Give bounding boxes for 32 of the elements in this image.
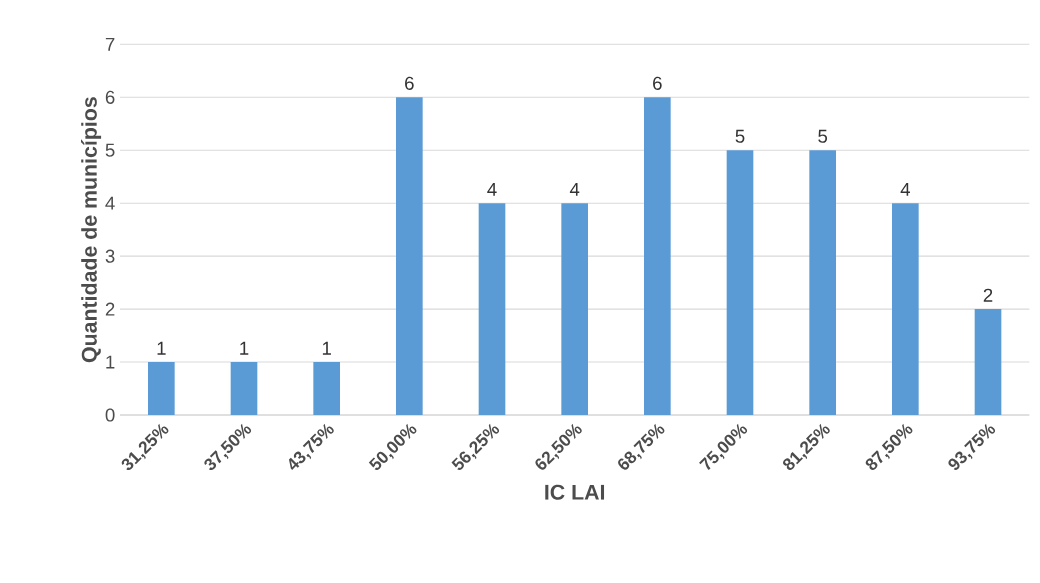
data-label: 1 (240, 341, 249, 355)
data-label: 1 (157, 341, 166, 355)
bar (974, 309, 1002, 415)
y-axis-title: Quantidade de municípios (81, 97, 102, 363)
y-tick-label: 1 (106, 355, 115, 369)
data-label: 1 (322, 341, 331, 355)
bar (396, 97, 423, 415)
bar (230, 362, 258, 415)
y-tick-label: 4 (105, 196, 115, 210)
y-tick-label: 7 (105, 37, 115, 51)
data-label: 4 (569, 182, 580, 196)
data-label: 5 (735, 129, 745, 143)
bar (313, 362, 340, 415)
y-tick-label: 5 (105, 143, 115, 157)
data-label: 4 (487, 182, 497, 196)
bar (478, 203, 506, 415)
data-label: 2 (983, 288, 993, 302)
y-tick-label: 0 (105, 408, 115, 422)
y-tick-label: 3 (105, 249, 115, 263)
data-label: 5 (818, 129, 828, 143)
bar (148, 362, 175, 415)
bar (561, 203, 588, 415)
bar (892, 203, 919, 415)
bar (809, 150, 836, 415)
bar (644, 97, 671, 415)
bar (726, 150, 754, 415)
data-label: 6 (653, 76, 662, 90)
data-label: 4 (900, 182, 910, 196)
x-axis-title: IC LAI (545, 484, 605, 500)
y-tick-label: 2 (105, 302, 115, 316)
data-label: 6 (405, 76, 414, 90)
y-tick-label: 6 (105, 90, 115, 104)
